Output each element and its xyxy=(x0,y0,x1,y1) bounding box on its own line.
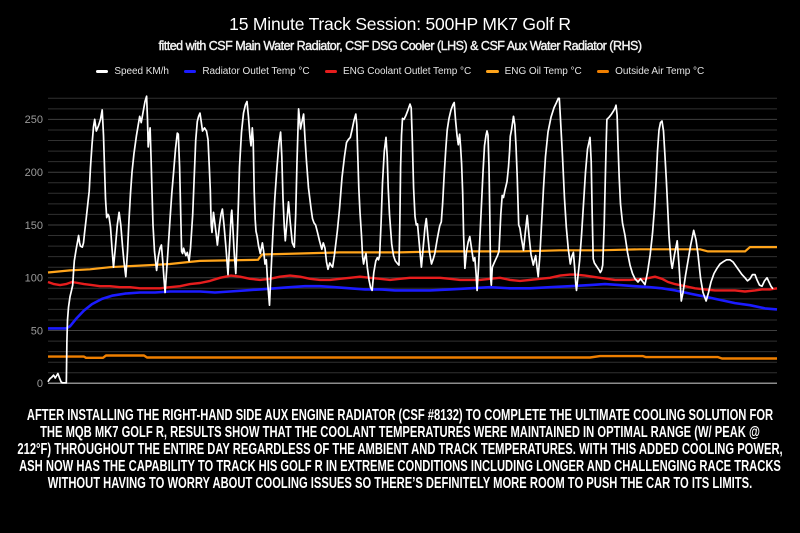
svg-text:150: 150 xyxy=(25,220,43,232)
svg-text:250: 250 xyxy=(25,114,43,126)
svg-text:0: 0 xyxy=(37,378,43,390)
svg-text:200: 200 xyxy=(25,167,43,179)
svg-text:50: 50 xyxy=(31,325,43,337)
svg-text:100: 100 xyxy=(25,273,43,285)
